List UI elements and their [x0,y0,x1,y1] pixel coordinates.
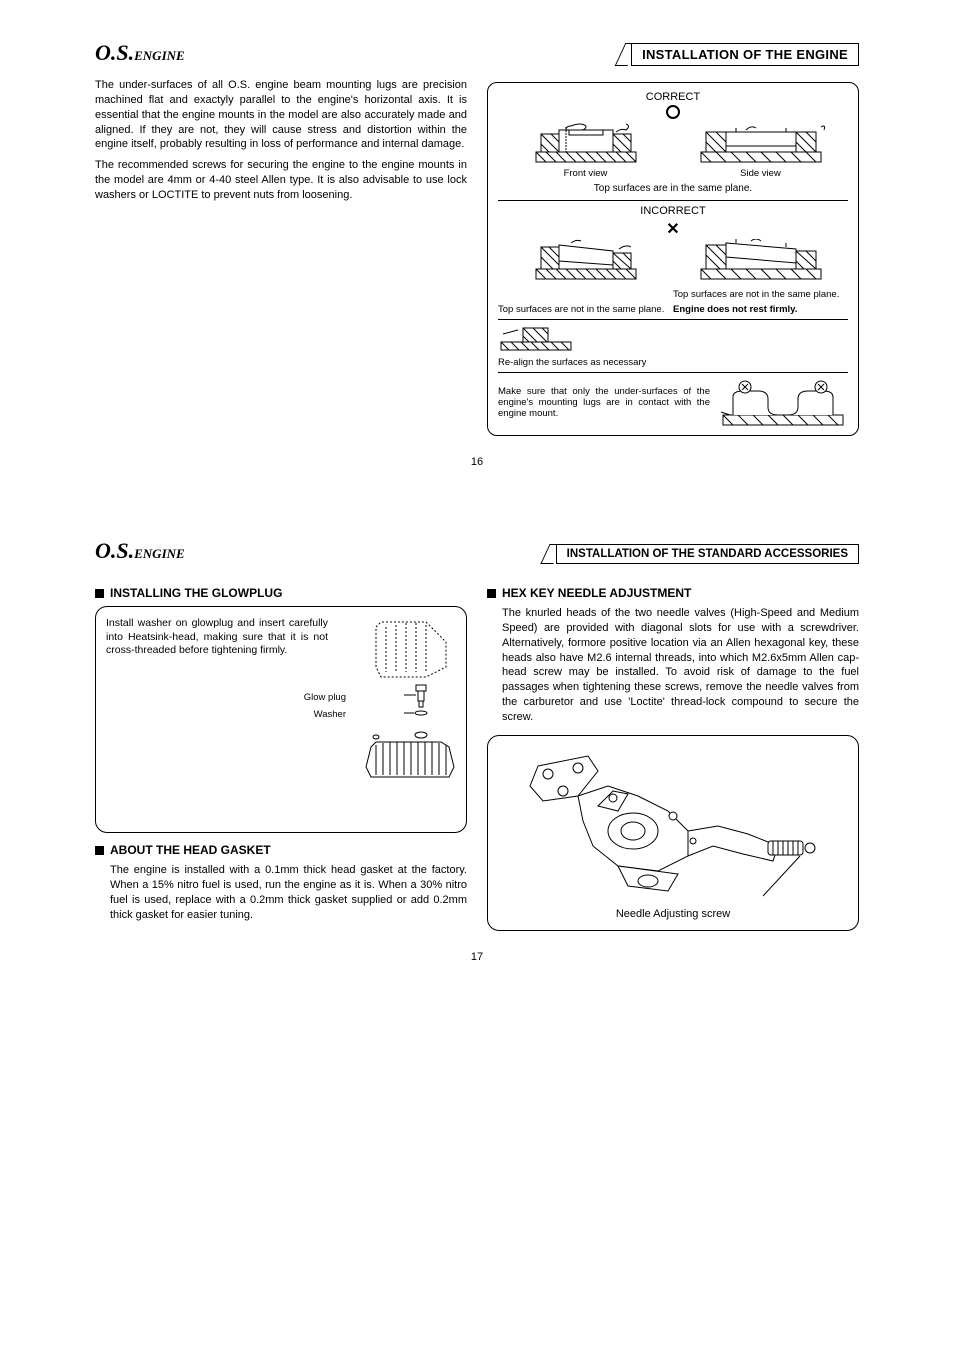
washer-label: Washer [286,709,346,720]
content-columns-17: INSTALLING THE GLOWPLUG Install washer o… [95,576,859,931]
correct-row: Front view Side view [498,122,848,179]
right-column-17: HEX KEY NEEDLE ADJUSTMENT The knurled he… [487,576,859,931]
glowplug-svg [346,617,456,787]
glowplug-heading-text: INSTALLING THE GLOWPLUG [110,586,282,600]
incorrect-row [498,239,848,285]
side-view-svg [696,122,826,166]
correct-label: CORRECT [498,91,848,103]
para-mounting: The under-surfaces of all O.S. engine be… [95,78,467,152]
page-number-17: 17 [95,951,859,963]
not-same-right-block: Top surfaces are not in the same plane. … [673,289,848,315]
page-header-17: O.S.ENGINE INSTALLATION OF THE STANDARD … [95,538,859,564]
not-firm: Engine does not rest firmly. [673,304,848,315]
page-17: O.S.ENGINE INSTALLATION OF THE STANDARD … [0,538,954,993]
page-16: O.S.ENGINE INSTALLATION OF THE ENGINE Th… [0,40,954,498]
make-sure-text: Make sure that only the under-surfaces o… [498,386,710,419]
hex-heading: HEX KEY NEEDLE ADJUSTMENT [487,586,859,600]
glowplug-heading: INSTALLING THE GLOWPLUG [95,586,467,600]
glow-plug-label: Glow plug [286,692,346,703]
make-sure-block: Make sure that only the under-surfaces o… [498,377,848,427]
not-same-right: Top surfaces are not in the same plane. [673,289,848,300]
carburetor-svg [518,746,828,911]
page-title: INSTALLATION OF THE ENGINE [631,43,859,66]
mounting-diagram-box: CORRECT [487,82,859,436]
brand-logo: O.S.ENGINE [95,538,185,564]
hex-text: The knurled heads of the two needle valv… [502,606,859,725]
gasket-heading: ABOUT THE HEAD GASKET [95,843,467,857]
hex-heading-text: HEX KEY NEEDLE ADJUSTMENT [502,586,691,600]
realign-block: Re-align the surfaces as necessary [498,324,848,368]
para-screws: The recommended screws for securing the … [95,158,467,203]
page-header: O.S.ENGINE INSTALLATION OF THE ENGINE [95,40,859,66]
incorrect-label: INCORRECT [498,205,848,217]
lug-contact-svg [718,377,848,427]
gasket-heading-text: ABOUT THE HEAD GASKET [110,843,271,857]
same-plane-caption: Top surfaces are in the same plane. [498,183,848,194]
front-view-svg [531,122,641,166]
gasket-text: The engine is installed with a 0.1mm thi… [110,863,467,922]
carburetor-figure-box: Needle Adjusting screw [487,735,859,931]
left-column-17: INSTALLING THE GLOWPLUG Install washer o… [95,576,467,931]
correct-icon [498,105,848,122]
incorrect-icon: ✕ [498,219,848,239]
incorrect-front-svg [531,239,641,283]
incorrect-side-svg [696,239,826,283]
glowplug-figure: Glow plug Washer [336,617,456,822]
page-title-17: INSTALLATION OF THE STANDARD ACCESSORIES [556,544,859,564]
glowplug-box: Install washer on glowplug and insert ca… [95,606,467,833]
side-view-fig: Side view [673,122,848,179]
realign-svg [498,324,578,354]
left-column: The under-surfaces of all O.S. engine be… [95,78,467,436]
divider [498,200,848,201]
brand-logo: O.S.ENGINE [95,40,185,66]
side-view-label: Side view [673,168,848,179]
content-columns: The under-surfaces of all O.S. engine be… [95,78,859,436]
hex-body: The knurled heads of the two needle valv… [487,606,859,725]
front-view-fig: Front view [498,122,673,179]
incorrect-front-fig [498,239,673,285]
not-same-left: Top surfaces are not in the same plane. [498,304,673,315]
gasket-body: The engine is installed with a 0.1mm thi… [95,863,467,922]
divider-2 [498,319,848,320]
right-column: CORRECT [487,78,859,436]
incorrect-captions: Top surfaces are not in the same plane. … [498,289,848,315]
divider-3 [498,372,848,373]
incorrect-side-fig [673,239,848,285]
front-view-label: Front view [498,168,673,179]
realign-caption: Re-align the surfaces as necessary [498,357,848,368]
page-number: 16 [95,456,859,468]
